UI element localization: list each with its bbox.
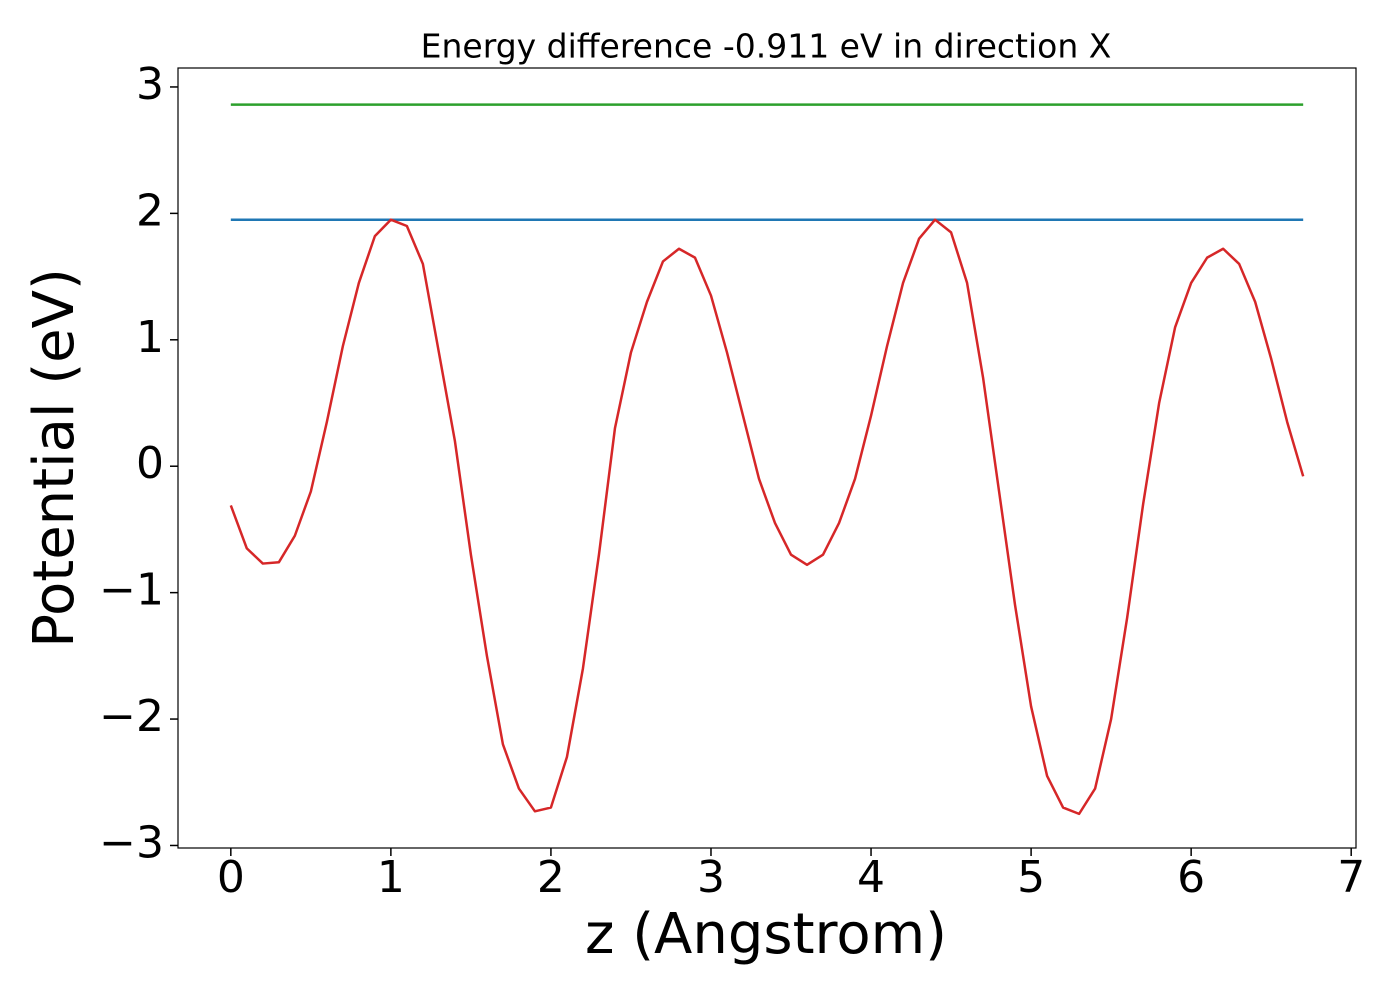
plot-frame bbox=[177, 67, 1357, 849]
x-tick-label: 1 bbox=[377, 852, 405, 903]
x-tick-label: 4 bbox=[857, 852, 885, 903]
y-tick-label: −2 bbox=[99, 691, 164, 742]
x-tick-label: 5 bbox=[1017, 852, 1045, 903]
chart-title: Energy difference -0.911 eV in direction… bbox=[421, 27, 1112, 66]
y-tick-label: 2 bbox=[136, 185, 164, 236]
x-tick-label: 3 bbox=[697, 852, 725, 903]
y-tick-label: 1 bbox=[136, 312, 164, 363]
y-tick-label: 3 bbox=[136, 59, 164, 110]
x-axis-label: z (Angstrom) bbox=[585, 902, 947, 967]
x-tick-label: 0 bbox=[217, 852, 245, 903]
line-series bbox=[229, 218, 1305, 816]
y-axis-label: Potential (eV) bbox=[22, 268, 87, 648]
y-tick-label: −1 bbox=[99, 565, 164, 616]
x-tick-label: 6 bbox=[1177, 852, 1205, 903]
x-tick-label: 7 bbox=[1337, 852, 1365, 903]
x-tick-label: 2 bbox=[537, 852, 565, 903]
y-tick-label: −3 bbox=[99, 817, 164, 868]
y-tick-label: 0 bbox=[136, 438, 164, 489]
